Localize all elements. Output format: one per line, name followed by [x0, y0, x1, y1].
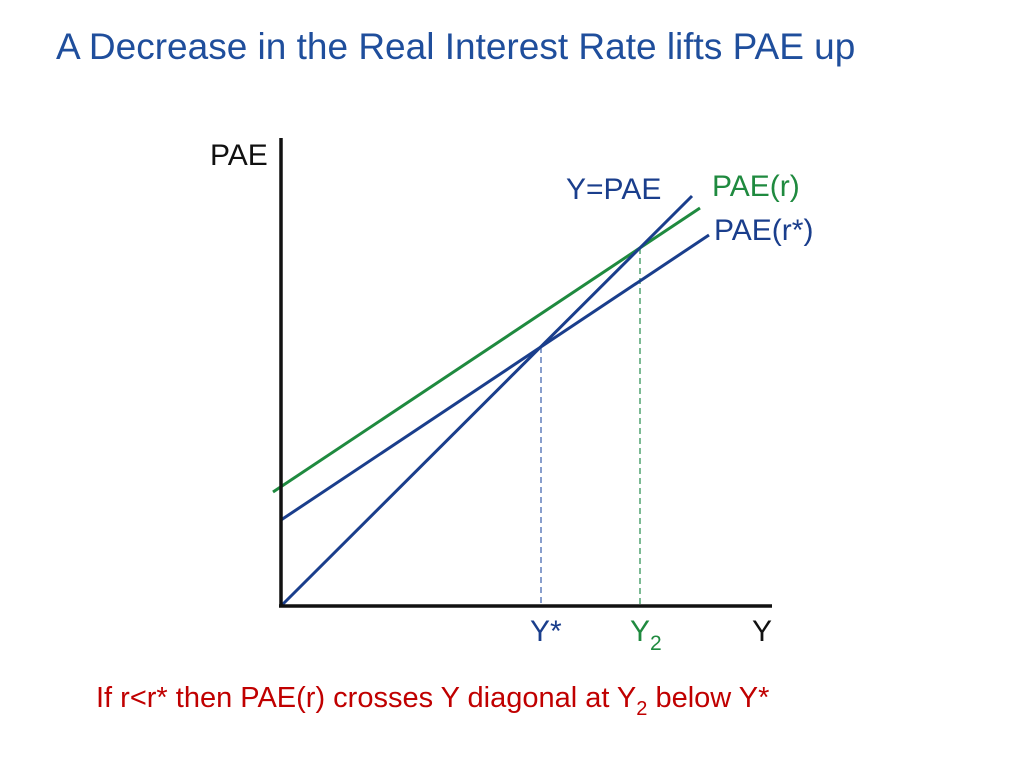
y2-label: Y2	[630, 615, 662, 655]
x-axis-label: Y	[752, 615, 773, 648]
caption-after: below Y*	[647, 682, 770, 714]
y-axis-label: PAE	[210, 139, 268, 172]
diagonal-label: Y=PAE	[566, 173, 662, 206]
pae-r-line	[272, 206, 701, 494]
pae-r-star-label: PAE(r*)	[714, 214, 814, 247]
pae-r-star-line	[280, 233, 710, 522]
caption: If r<r* then PAE(r) crosses Y diagonal a…	[96, 682, 770, 720]
y2-label-subscript: 2	[650, 632, 662, 655]
y-equals-pae-line	[279, 194, 694, 608]
caption-before: If r<r* then PAE(r) crosses Y diagonal a…	[96, 682, 637, 714]
y-star-label: Y*	[530, 615, 562, 648]
caption-subscript: 2	[636, 698, 648, 720]
y2-label-base: Y	[630, 615, 651, 648]
slide-title: A Decrease in the Real Interest Rate lif…	[56, 26, 856, 67]
pae-r-label: PAE(r)	[712, 170, 800, 203]
